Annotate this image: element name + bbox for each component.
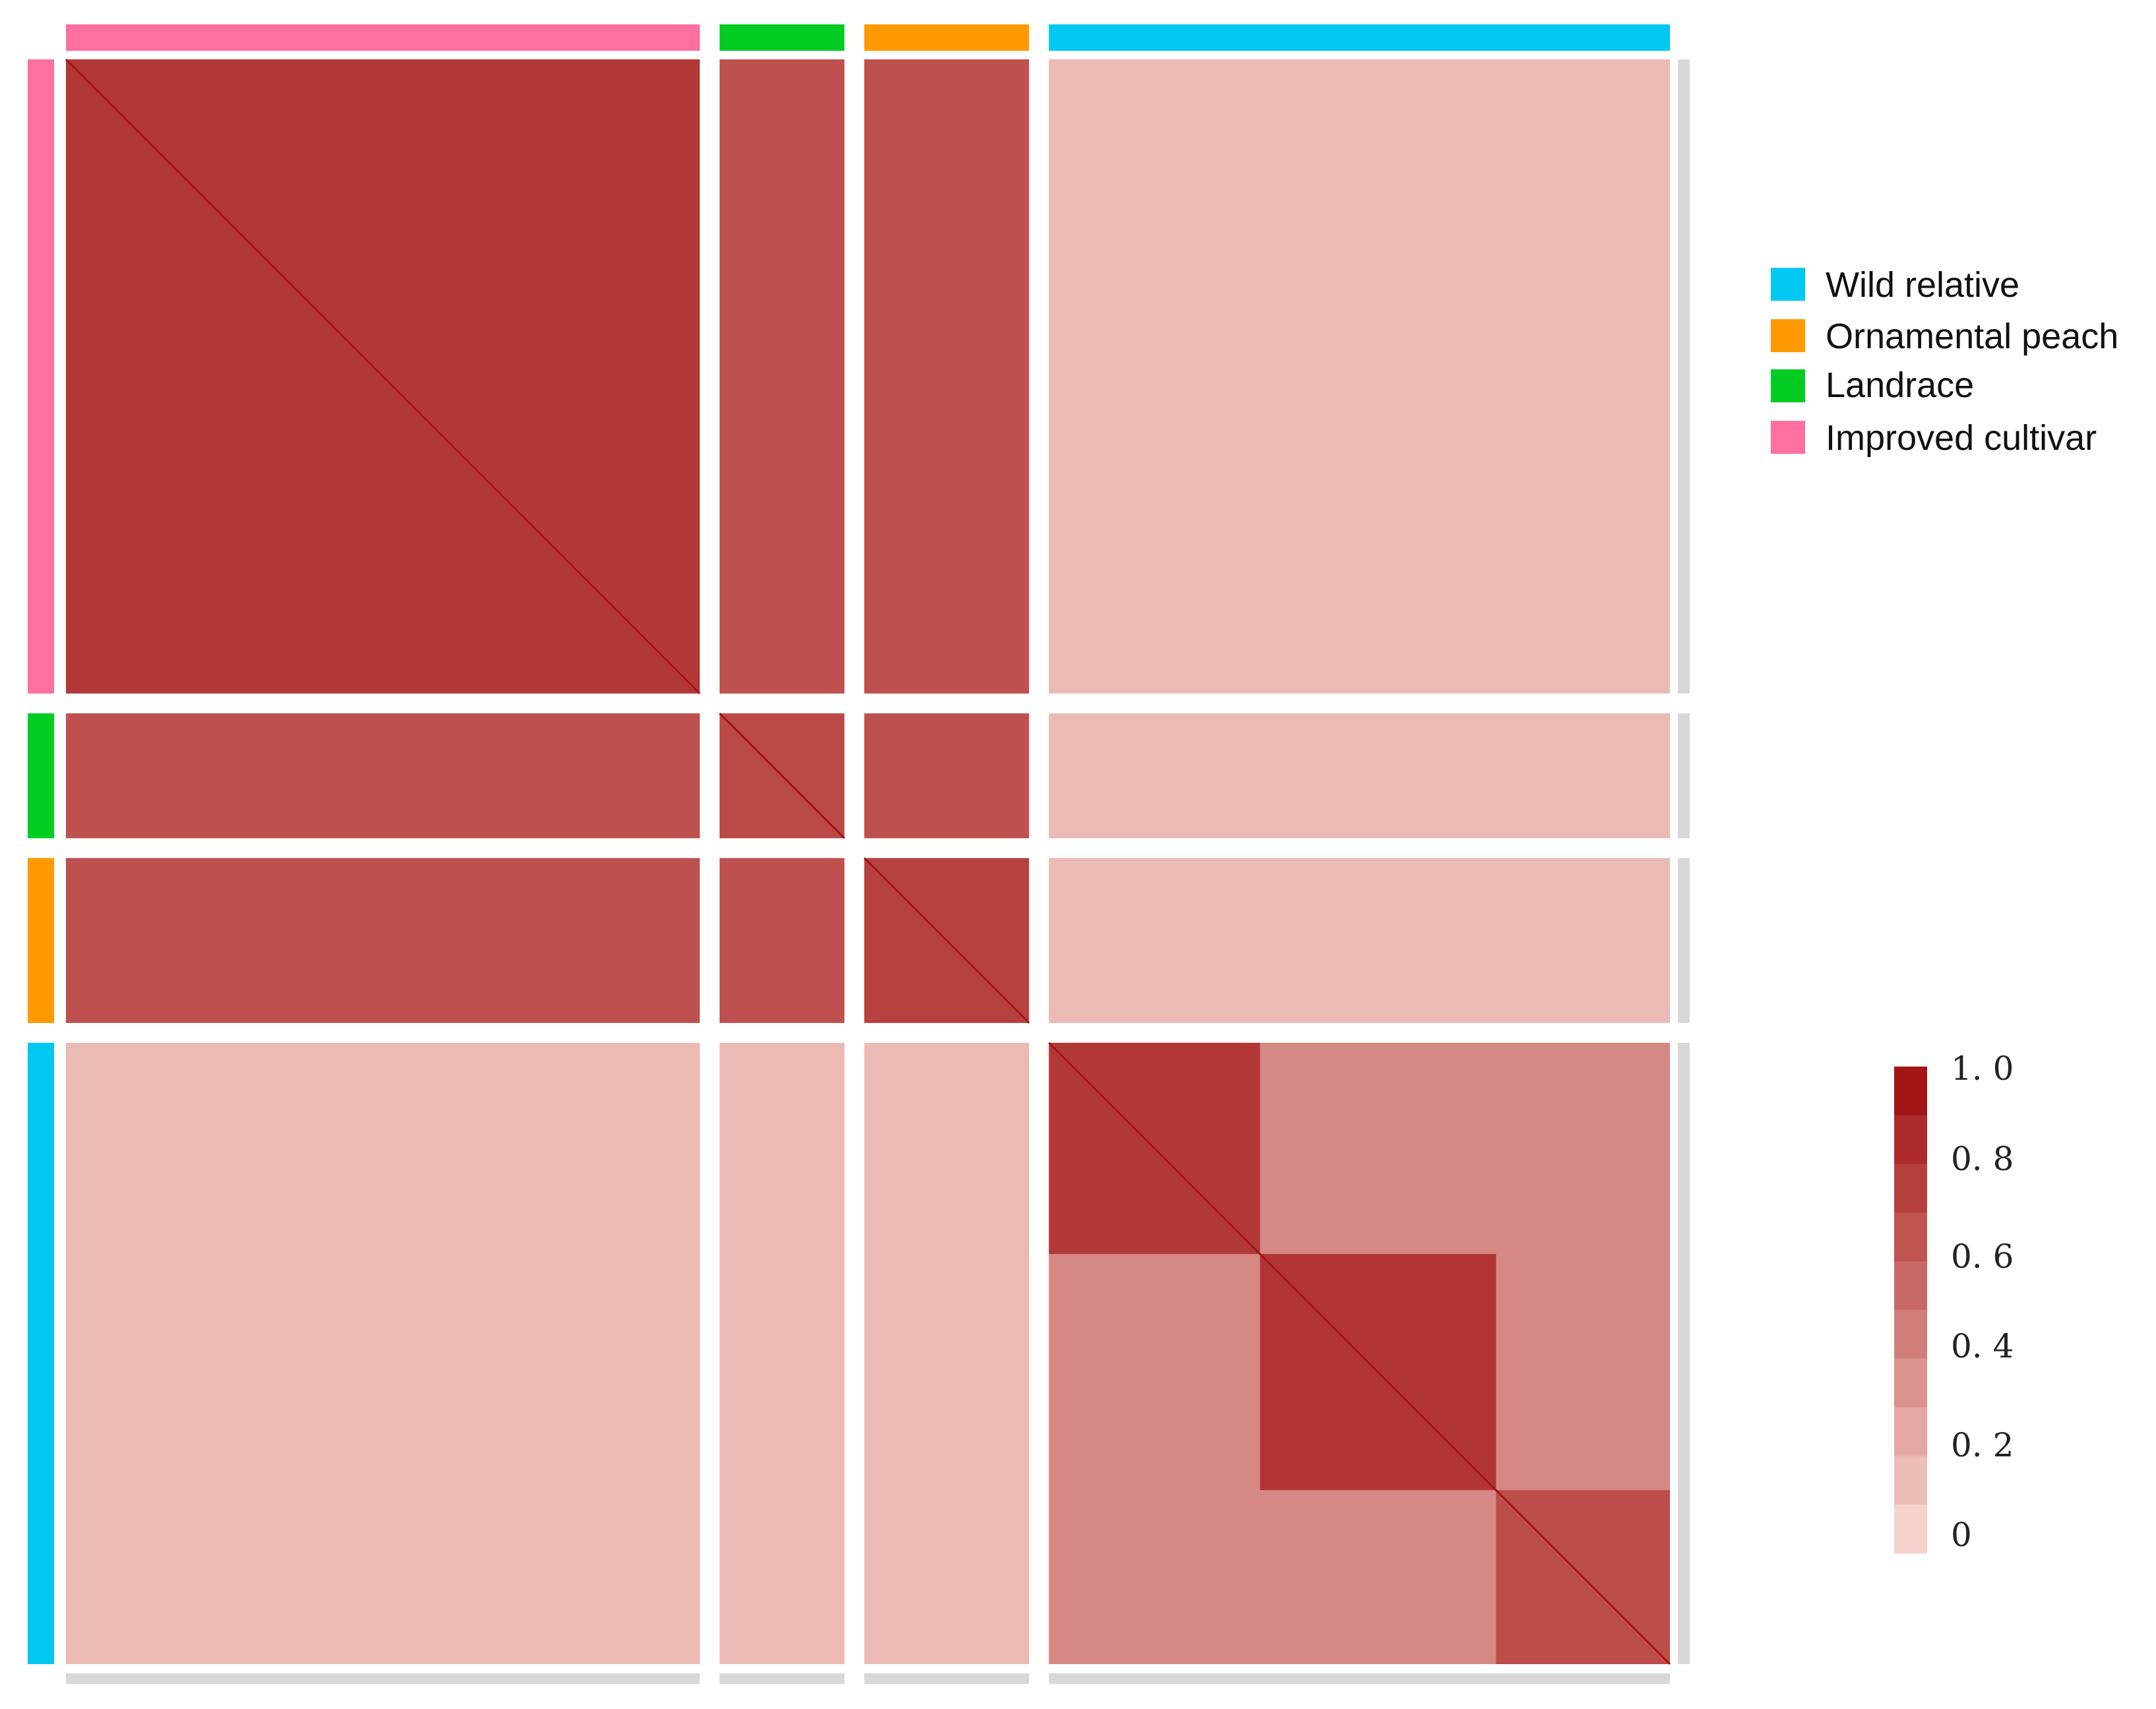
legend-label-ornamental-peach: Ornamental peach xyxy=(1826,317,2118,356)
diagonal-ornamental-peach xyxy=(863,857,1030,1024)
scale-tick-label-0.4: 0. 4 xyxy=(1951,1327,2014,1365)
top-group-annotation-bar xyxy=(66,24,1670,51)
block-landrace-x-wild-relative xyxy=(1049,713,1670,838)
left-bar-wild-relative xyxy=(28,1042,54,1664)
top-bar-landrace xyxy=(720,24,845,51)
scale-step-7 xyxy=(1894,1358,1927,1408)
block-wild-relative-x-landrace xyxy=(720,1042,845,1664)
row-sample-ticks-improved-cultivar xyxy=(1678,59,1690,694)
col-sample-ticks-wild-relative xyxy=(1049,1673,1670,1684)
heatmap-matrix xyxy=(65,58,1671,1665)
block-landrace-x-ornamental-peach xyxy=(864,713,1030,838)
diagonal-landrace xyxy=(719,712,846,839)
scale-step-2 xyxy=(1894,1115,1927,1165)
scale-step-6 xyxy=(1894,1310,1927,1359)
block-wild-relative-x-improved-cultivar xyxy=(66,1042,700,1664)
legend-label-improved-cultivar: Improved cultivar xyxy=(1826,418,2097,458)
left-bar-improved-cultivar xyxy=(28,59,54,694)
block-ornamental-peach-x-wild-relative xyxy=(1049,857,1670,1023)
left-bar-landrace xyxy=(28,713,54,838)
scale-tick-label-1.0: 1. 0 xyxy=(1951,1049,2014,1088)
block-ornamental-peach-x-improved-cultivar xyxy=(66,857,700,1023)
color-scale-labels: 1. 0 0. 8 0. 6 0. 4 0. 2 0 xyxy=(1951,1049,2014,1554)
scale-tick-label-0.6: 0. 6 xyxy=(1951,1237,2014,1276)
block-improved-cultivar-x-landrace xyxy=(720,59,845,694)
legend-swatch-wild-relative xyxy=(1771,268,1805,301)
scale-step-1 xyxy=(1894,1067,1927,1116)
sample-label-ticks xyxy=(66,59,1690,1684)
group-legend: Wild relative Ornamental peach Landrace … xyxy=(1771,265,2118,458)
scale-step-10 xyxy=(1894,1505,1927,1554)
top-bar-wild-relative xyxy=(1049,24,1670,51)
scale-step-9 xyxy=(1894,1456,1927,1505)
block-ornamental-peach-x-landrace xyxy=(720,857,845,1023)
scale-step-8 xyxy=(1894,1407,1927,1456)
row-sample-ticks-ornamental-peach xyxy=(1678,857,1690,1023)
row-sample-ticks-wild-relative xyxy=(1678,1042,1690,1664)
top-bar-improved-cultivar xyxy=(66,24,700,51)
scale-tick-label-0.8: 0. 8 xyxy=(1951,1140,2014,1178)
left-bar-ornamental-peach xyxy=(28,857,54,1023)
left-group-annotation-bar xyxy=(28,59,54,1664)
block-landrace-x-improved-cultivar xyxy=(66,713,700,838)
legend-swatch-improved-cultivar xyxy=(1771,421,1805,454)
scale-step-3 xyxy=(1894,1164,1927,1213)
scale-step-4 xyxy=(1894,1212,1927,1262)
legend-swatch-landrace xyxy=(1771,369,1805,402)
col-sample-ticks-improved-cultivar xyxy=(66,1673,700,1684)
scale-tick-label-0: 0 xyxy=(1951,1516,1972,1554)
col-sample-ticks-landrace xyxy=(720,1673,845,1684)
block-improved-cultivar-x-ornamental-peach xyxy=(864,59,1030,694)
row-sample-ticks-landrace xyxy=(1678,713,1690,838)
col-sample-ticks-ornamental-peach xyxy=(864,1673,1030,1684)
scale-step-5 xyxy=(1894,1261,1927,1311)
diagonal-improved-cultivar xyxy=(65,58,701,695)
color-scale-bar xyxy=(1894,1067,1927,1554)
block-improved-cultivar-x-wild-relative xyxy=(1049,59,1670,694)
legend-label-landrace: Landrace xyxy=(1826,365,1974,405)
block-wild-relative-x-ornamental-peach xyxy=(864,1042,1030,1664)
legend-label-wild-relative: Wild relative xyxy=(1826,265,2019,305)
scale-tick-label-0.2: 0. 2 xyxy=(1951,1426,2014,1464)
top-bar-ornamental-peach xyxy=(864,24,1030,51)
legend-swatch-ornamental-peach xyxy=(1771,319,1805,352)
diagonal-wild-relative xyxy=(1048,1041,1671,1665)
